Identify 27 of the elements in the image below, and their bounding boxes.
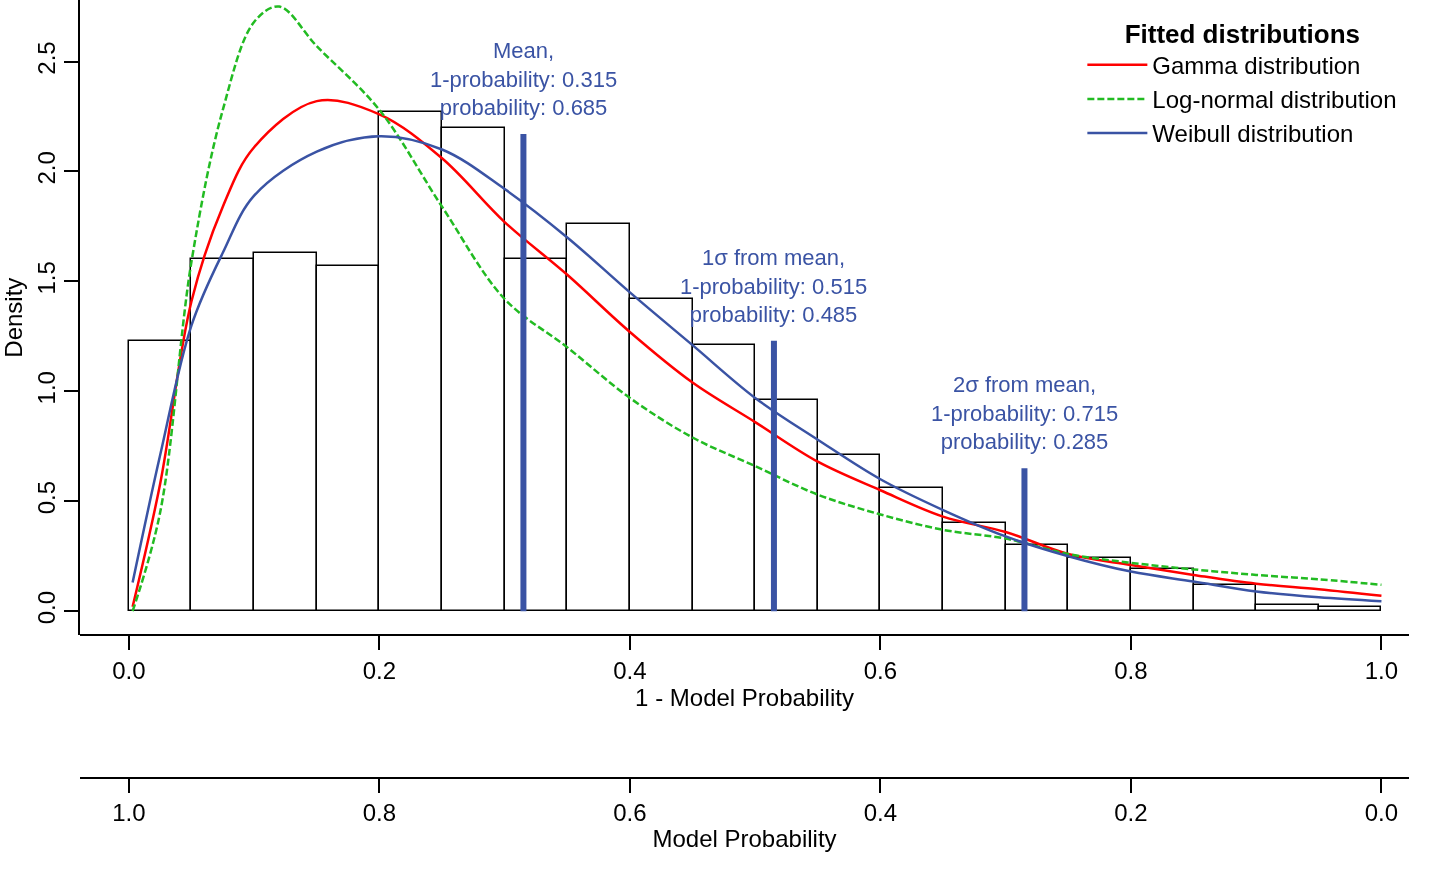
- y-tick-label: 2.5: [32, 41, 60, 75]
- y-axis-title: Density: [0, 277, 27, 358]
- y-tick-label: 0.0: [32, 590, 60, 625]
- x2-tick-label: 1.0: [112, 799, 146, 827]
- legend-label: Log-normal distribution: [1152, 86, 1397, 114]
- x-tick-label: 1.0: [1364, 656, 1399, 684]
- legend-title: Fitted distributions: [1124, 18, 1361, 49]
- x-tick-label: 0.4: [613, 656, 647, 684]
- y-tick-label: 1.0: [32, 371, 60, 405]
- y-tick-label: 2.0: [32, 151, 60, 185]
- x-tick-label: 0.0: [112, 656, 146, 684]
- legend-label: Gamma distribution: [1152, 52, 1361, 80]
- annotation: 2σ from mean, 1-probability: 0.715 probability: 0.285: [931, 372, 1119, 455]
- x-tick-label: 0.2: [362, 656, 397, 684]
- x-axis-title: 1 - Model Probability: [635, 683, 854, 711]
- y-tick-label: 1.5: [32, 261, 60, 295]
- annotation: Mean, 1-probability: 0.315 probability: 0.685: [430, 38, 618, 121]
- x2-tick-label: 0.4: [863, 799, 898, 827]
- y-tick-label: 0.5: [32, 480, 60, 515]
- x-tick-label: 0.6: [863, 656, 898, 684]
- x2-axis-title: Model Probability: [652, 825, 837, 853]
- x2-tick-label: 0.2: [1114, 799, 1148, 827]
- legend-label: Weibull distribution: [1152, 120, 1354, 148]
- x-tick-label: 0.8: [1114, 656, 1148, 684]
- x2-tick-label: 0.6: [613, 799, 647, 827]
- x2-tick-label: 0.0: [1364, 799, 1399, 827]
- x2-tick-label: 0.8: [362, 799, 397, 827]
